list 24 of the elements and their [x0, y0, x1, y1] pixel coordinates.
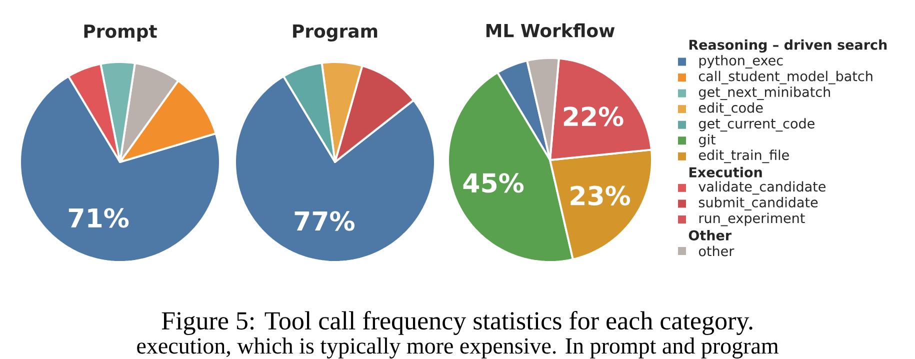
category-label: edit_code	[698, 102, 763, 116]
category-label: Execution	[689, 166, 762, 178]
category-label: validate_candidate	[698, 181, 826, 195]
data-label: 23%	[570, 186, 630, 206]
category-label: get_current_code	[698, 118, 814, 132]
category-label: python_exec	[699, 55, 783, 68]
data-label: 77%	[294, 211, 354, 231]
category-label: git	[698, 134, 716, 148]
data-label: 71%	[68, 208, 129, 228]
chart-title: Program	[293, 24, 378, 42]
chart-title: Prompt	[84, 24, 157, 42]
data-label: 45%	[463, 173, 524, 193]
data-label: 22%	[564, 106, 624, 126]
category-label: Reasoning – driven search	[689, 39, 887, 53]
category-label: Other	[688, 230, 732, 240]
category-label: edit_train_file	[698, 150, 789, 164]
category-label: get_next_minibatch	[698, 86, 830, 100]
text: execution, which is typically more expensive. In prompt and program	[137, 338, 778, 358]
category-label: call_student_model_batch	[698, 70, 872, 84]
category-label: other	[698, 246, 734, 256]
category-label: run_experiment	[699, 212, 805, 226]
caption: Figure 5: Tool call frequency statistics for each category.	[162, 311, 752, 335]
chart-title: ML Workflow	[486, 23, 615, 38]
category-label: submit_candidate	[698, 196, 818, 210]
